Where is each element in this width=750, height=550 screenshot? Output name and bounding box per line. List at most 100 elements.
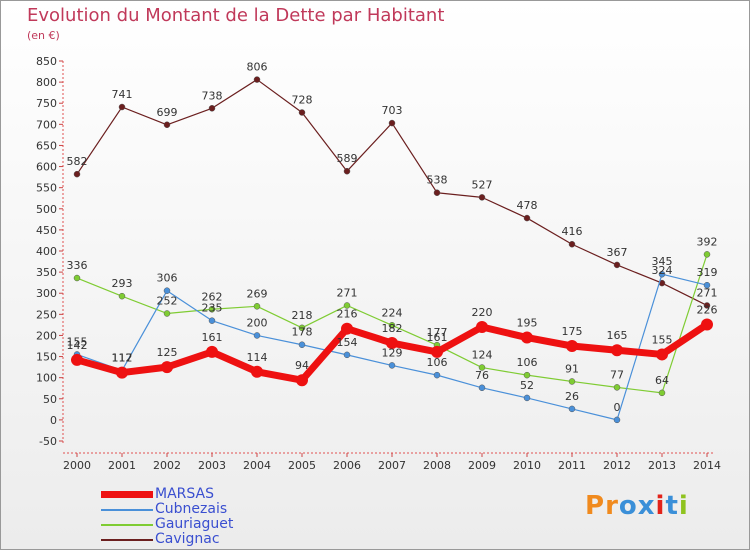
data-point-gauriaguet bbox=[298, 324, 306, 332]
data-label-cavignac: 478 bbox=[517, 199, 538, 212]
y-tick-label: 400 bbox=[36, 245, 57, 258]
data-label-marsas: 94 bbox=[295, 359, 309, 372]
data-label-gauriaguet: 106 bbox=[517, 356, 538, 369]
data-point-gauriaguet bbox=[388, 322, 396, 329]
data-label-cavignac: 728 bbox=[292, 94, 313, 107]
logo-letter: i bbox=[678, 491, 689, 521]
data-point-cavignac bbox=[118, 103, 126, 111]
data-label-marsas: 220 bbox=[472, 306, 493, 319]
data-point-cubnezais bbox=[208, 317, 216, 324]
data-point-gauriaguet bbox=[73, 274, 81, 282]
y-tick-label: 0 bbox=[50, 414, 57, 427]
data-point-gauriaguet bbox=[208, 306, 216, 313]
data-point-cavignac bbox=[703, 302, 711, 309]
data-point-cavignac bbox=[478, 194, 486, 201]
data-point-cubnezais bbox=[658, 270, 666, 278]
data-label-cavignac: 699 bbox=[157, 106, 178, 119]
y-tick-label: 500 bbox=[36, 203, 57, 216]
data-point-cubnezais bbox=[388, 362, 396, 369]
data-point-cavignac bbox=[343, 167, 351, 175]
data-label-gauriaguet: 252 bbox=[157, 294, 178, 307]
data-label-marsas: 182 bbox=[382, 322, 403, 335]
data-label-marsas: 161 bbox=[427, 331, 448, 344]
x-tick-label: 2008 bbox=[423, 459, 451, 472]
data-point-marsas bbox=[206, 345, 218, 358]
data-point-gauriaguet bbox=[523, 371, 531, 379]
y-tick-label: 350 bbox=[36, 266, 57, 279]
legend-swatch bbox=[101, 539, 153, 541]
logo-letter: P bbox=[585, 491, 606, 521]
data-point-cubnezais bbox=[568, 405, 576, 413]
data-label-marsas: 161 bbox=[202, 331, 223, 344]
data-label-cubnezais: 306 bbox=[157, 272, 178, 285]
data-label-gauriaguet: 262 bbox=[202, 290, 223, 303]
data-point-cavignac bbox=[613, 261, 621, 269]
x-tick-label: 2007 bbox=[378, 459, 406, 472]
data-label-gauriaguet: 77 bbox=[610, 368, 624, 381]
y-tick-label: 200 bbox=[36, 329, 57, 342]
data-point-cavignac bbox=[523, 214, 531, 222]
data-point-gauriaguet bbox=[343, 302, 351, 309]
data-point-cubnezais bbox=[253, 332, 261, 339]
data-label-gauriaguet: 392 bbox=[697, 235, 718, 248]
data-label-cubnezais: 345 bbox=[652, 255, 673, 268]
legend-label: Gauriaguet bbox=[155, 516, 234, 532]
data-label-cubnezais: 178 bbox=[292, 326, 313, 339]
data-label-gauriaguet: 271 bbox=[337, 286, 358, 299]
unit-label: (en €) bbox=[27, 29, 60, 42]
data-point-cubnezais bbox=[163, 287, 171, 294]
data-label-cavignac: 367 bbox=[607, 246, 628, 259]
data-label-cavignac: 806 bbox=[247, 61, 268, 74]
data-point-marsas bbox=[566, 340, 578, 352]
data-point-cavignac bbox=[253, 76, 261, 83]
data-label-gauriaguet: 293 bbox=[112, 277, 133, 290]
chart-title: Evolution du Montant de la Dette par Hab… bbox=[27, 5, 445, 26]
data-point-gauriaguet bbox=[253, 303, 261, 310]
x-tick-label: 2014 bbox=[693, 459, 721, 472]
logo-letter: r bbox=[605, 491, 619, 521]
data-label-gauriaguet: 177 bbox=[427, 326, 448, 339]
data-label-marsas: 195 bbox=[517, 317, 538, 330]
data-point-marsas bbox=[476, 321, 488, 333]
y-tick-label: 100 bbox=[36, 372, 57, 385]
y-tick-label: -50 bbox=[39, 435, 57, 448]
data-point-cavignac bbox=[73, 170, 81, 178]
data-label-cavignac: 538 bbox=[427, 174, 448, 187]
y-tick-label: 550 bbox=[36, 182, 57, 195]
data-point-marsas bbox=[386, 337, 398, 350]
data-point-marsas bbox=[251, 365, 263, 378]
data-point-gauriaguet bbox=[118, 292, 126, 300]
data-point-marsas bbox=[296, 374, 308, 387]
x-tick-label: 2012 bbox=[603, 459, 631, 472]
data-point-marsas bbox=[71, 353, 83, 366]
logo-letter: x bbox=[637, 491, 656, 521]
data-label-marsas: 175 bbox=[562, 325, 583, 338]
x-tick-label: 2009 bbox=[468, 459, 496, 472]
data-point-marsas bbox=[431, 345, 443, 358]
data-label-cubnezais: 319 bbox=[697, 266, 718, 279]
data-point-marsas bbox=[656, 348, 668, 361]
data-label-cavignac: 527 bbox=[472, 178, 493, 191]
data-label-cubnezais: 52 bbox=[520, 379, 534, 392]
data-label-marsas: 155 bbox=[652, 333, 673, 346]
x-tick-label: 2003 bbox=[198, 459, 226, 472]
data-label-marsas: 226 bbox=[697, 303, 718, 316]
y-tick-label: 150 bbox=[36, 351, 57, 364]
legend-swatch bbox=[101, 491, 153, 498]
data-point-gauriaguet bbox=[568, 378, 576, 385]
data-label-gauriaguet: 269 bbox=[247, 287, 268, 300]
data-label-cubnezais: 129 bbox=[382, 346, 403, 359]
y-tick-label: 250 bbox=[36, 308, 57, 321]
data-label-cavignac: 271 bbox=[697, 286, 718, 299]
legend-label: Cavignac bbox=[155, 531, 220, 547]
proxiti-logo: Proxiti bbox=[585, 491, 689, 521]
x-tick-label: 2013 bbox=[648, 459, 676, 472]
line-chart: -50 0 50 100 150 200 250 300 350 400 450 500 550 600 6… bbox=[36, 55, 721, 472]
x-tick-label: 2006 bbox=[333, 459, 361, 472]
y-tick-label: 450 bbox=[36, 224, 57, 237]
data-point-marsas bbox=[161, 361, 173, 374]
data-point-marsas bbox=[521, 331, 533, 344]
data-label-cubnezais: 0 bbox=[614, 401, 621, 414]
data-label-gauriaguet: 64 bbox=[655, 374, 669, 387]
data-point-gauriaguet bbox=[478, 364, 486, 371]
